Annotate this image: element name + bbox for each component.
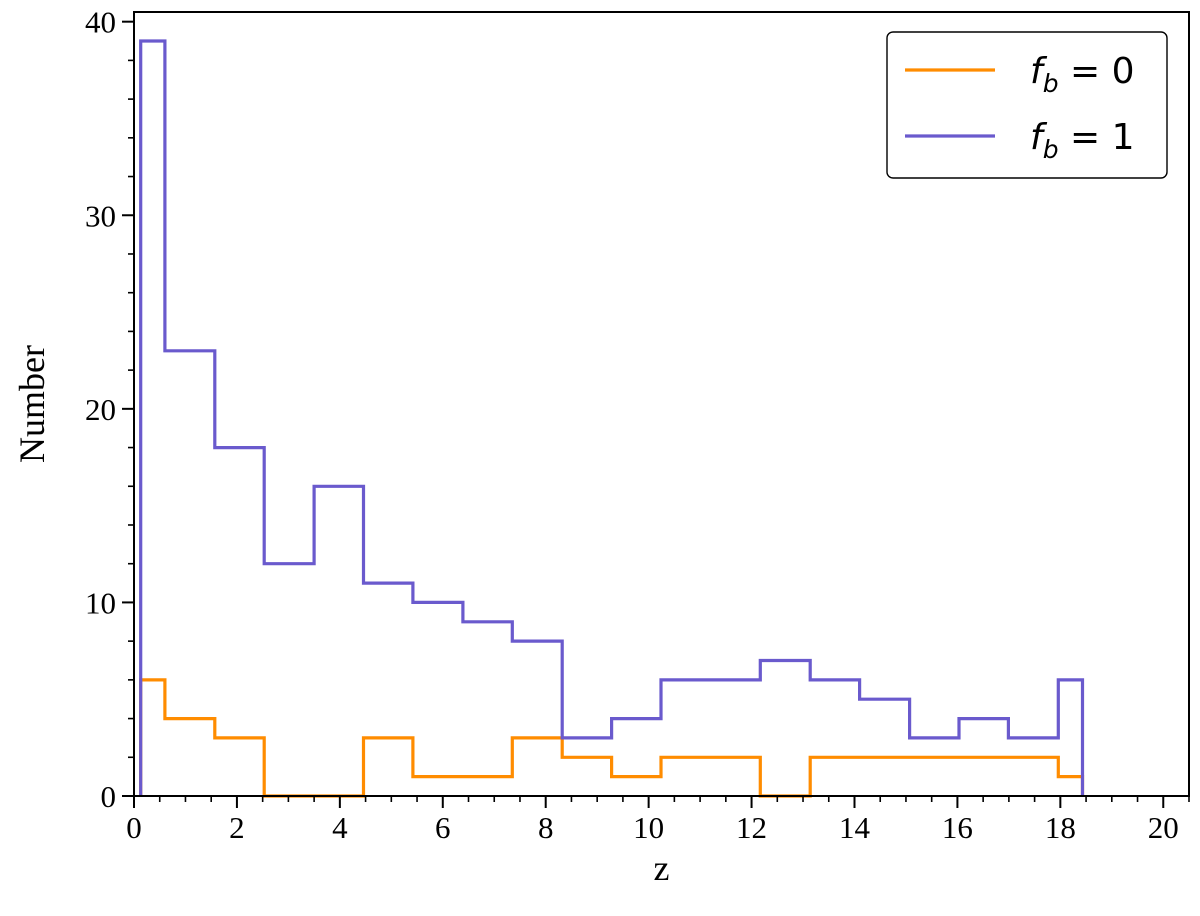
- x-tick-label: 20: [1148, 810, 1179, 845]
- legend-entry-label: fb = 1: [1030, 117, 1135, 164]
- plot-frame: [133, 11, 1190, 797]
- y-tick-label: 40: [85, 5, 116, 40]
- x-tick-label: 16: [942, 810, 973, 845]
- y-tick-label: 30: [85, 198, 116, 233]
- x-tick-label: 14: [839, 810, 871, 845]
- y-tick-label: 0: [101, 779, 117, 814]
- x-axis-label: z: [654, 848, 670, 888]
- series-layer: [139, 39, 1085, 798]
- x-axis-ticks: 0 2 4 6 8 10 12 14 16 18 20: [126, 796, 1190, 845]
- x-tick-label: 10: [633, 810, 664, 845]
- x-tick-label: 2: [229, 810, 245, 845]
- x-tick-label: 12: [736, 810, 767, 845]
- series-line-1: [139, 39, 1085, 796]
- y-axis-ticks: 0 10 20 30 40: [85, 5, 134, 814]
- x-tick-label: 0: [126, 810, 142, 845]
- x-tick-label: 4: [332, 810, 348, 845]
- y-axis-label: Number: [12, 345, 52, 463]
- y-tick-label: 20: [85, 392, 116, 427]
- legend: fb = 0fb = 1: [886, 31, 1168, 179]
- y-tick-label: 10: [85, 585, 116, 620]
- series-line-0: [139, 678, 1085, 798]
- x-tick-label: 8: [538, 810, 554, 845]
- x-tick-label: 18: [1045, 810, 1076, 845]
- x-tick-label: 6: [435, 810, 451, 845]
